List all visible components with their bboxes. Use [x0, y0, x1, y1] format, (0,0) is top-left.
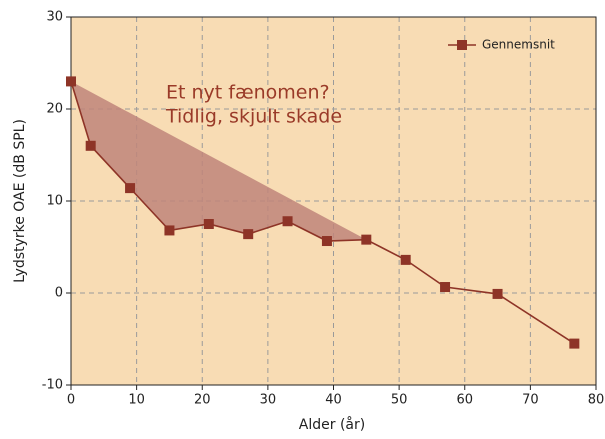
- marker: [400, 254, 411, 265]
- annotation: Et nyt fænomen?: [166, 82, 330, 104]
- y-tick-label: -10: [42, 378, 63, 393]
- x-tick-label: 60: [456, 393, 473, 408]
- x-axis-label: Alder (år): [299, 416, 365, 433]
- marker: [125, 183, 136, 194]
- marker: [243, 229, 254, 240]
- plot-frame: [70, 16, 597, 386]
- y-tick-label: 10: [46, 194, 63, 209]
- marker: [282, 216, 293, 227]
- x-tick-label: 20: [194, 393, 211, 408]
- y-tick-label: 0: [55, 286, 63, 301]
- x-tick-label: 80: [588, 393, 605, 408]
- marker: [203, 219, 214, 229]
- x-tick-label: 70: [522, 393, 539, 408]
- marker: [85, 140, 96, 151]
- x-tick-label: 30: [260, 393, 277, 408]
- marker: [492, 288, 503, 299]
- marker: [321, 236, 332, 247]
- marker: [164, 225, 175, 236]
- shaded-region: [71, 81, 367, 242]
- marker: [440, 282, 451, 293]
- marker: [569, 338, 580, 349]
- x-tick-label: 10: [128, 393, 145, 408]
- marker: [361, 234, 372, 245]
- x-tick-label: 0: [67, 393, 75, 408]
- marker: [66, 76, 76, 87]
- x-tick-label: 40: [325, 393, 342, 408]
- annotation: Tidlig, skjult skade: [165, 106, 342, 128]
- y-tick-label: 30: [46, 10, 63, 25]
- legend-marker: [457, 40, 467, 50]
- y-tick-label: 20: [46, 102, 63, 117]
- x-tick-label: 50: [391, 393, 408, 408]
- legend-label: Gennemsnit: [482, 38, 555, 52]
- y-axis-label: Lydstyrke OAE (dB SPL): [12, 119, 28, 283]
